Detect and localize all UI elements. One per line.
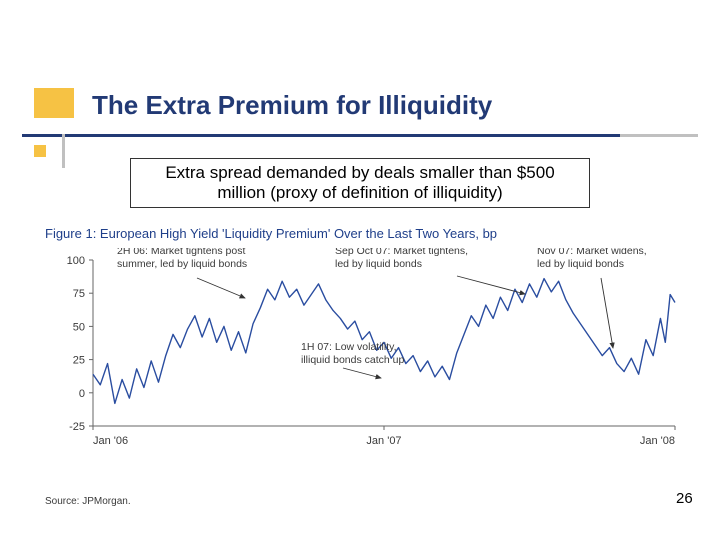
- svg-text:75: 75: [73, 288, 85, 300]
- svg-text:Sep Oct 07: Market tightens,: Sep Oct 07: Market tightens,: [335, 248, 468, 257]
- accent-block-1: [34, 88, 74, 118]
- svg-text:Nov 07: Market widens,: Nov 07: Market widens,: [537, 248, 647, 257]
- svg-text:Jan '06: Jan '06: [93, 435, 128, 447]
- title-underline-gray: [620, 134, 698, 137]
- svg-text:Jan '08: Jan '08: [640, 435, 675, 447]
- figure-caption: Figure 1: European High Yield 'Liquidity…: [45, 226, 497, 241]
- svg-text:50: 50: [73, 321, 85, 333]
- slide-root: The Extra Premium for Illiquidity Extra …: [0, 0, 720, 540]
- svg-text:led by liquid bonds: led by liquid bonds: [335, 258, 422, 270]
- svg-text:2H 06: Market tightens post: 2H 06: Market tightens post: [117, 248, 245, 257]
- subtitle-line1: Extra spread demanded by deals smaller t…: [165, 163, 554, 182]
- slide-title: The Extra Premium for Illiquidity: [92, 90, 492, 121]
- page-number: 26: [676, 490, 693, 507]
- svg-text:0: 0: [79, 388, 85, 400]
- accent-block-2: [34, 145, 46, 157]
- title-vline: [62, 134, 65, 168]
- svg-text:summer, led by liquid bonds: summer, led by liquid bonds: [117, 258, 247, 270]
- svg-text:1H 07: Low volatility,: 1H 07: Low volatility,: [301, 341, 397, 353]
- title-underline-main: [22, 134, 620, 137]
- svg-text:25: 25: [73, 355, 85, 367]
- source-text: Source: JPMorgan.: [45, 496, 131, 507]
- subtitle-box: Extra spread demanded by deals smaller t…: [130, 158, 590, 208]
- svg-text:illiquid bonds catch up: illiquid bonds catch up: [301, 354, 404, 366]
- subtitle-line2: million (proxy of definition of illiquid…: [217, 183, 502, 202]
- chart-svg: -25 0 25 50 75 100 Jan '06 Jan '07 Jan '08 2H 06:…: [45, 248, 685, 448]
- svg-text:-25: -25: [69, 421, 85, 433]
- svg-text:Jan '07: Jan '07: [366, 435, 401, 447]
- svg-text:led by liquid bonds: led by liquid bonds: [537, 258, 624, 270]
- liquidity-premium-chart: -25 0 25 50 75 100 Jan '06 Jan '07 Jan '08 2H 06:…: [45, 248, 685, 448]
- svg-text:100: 100: [67, 255, 85, 267]
